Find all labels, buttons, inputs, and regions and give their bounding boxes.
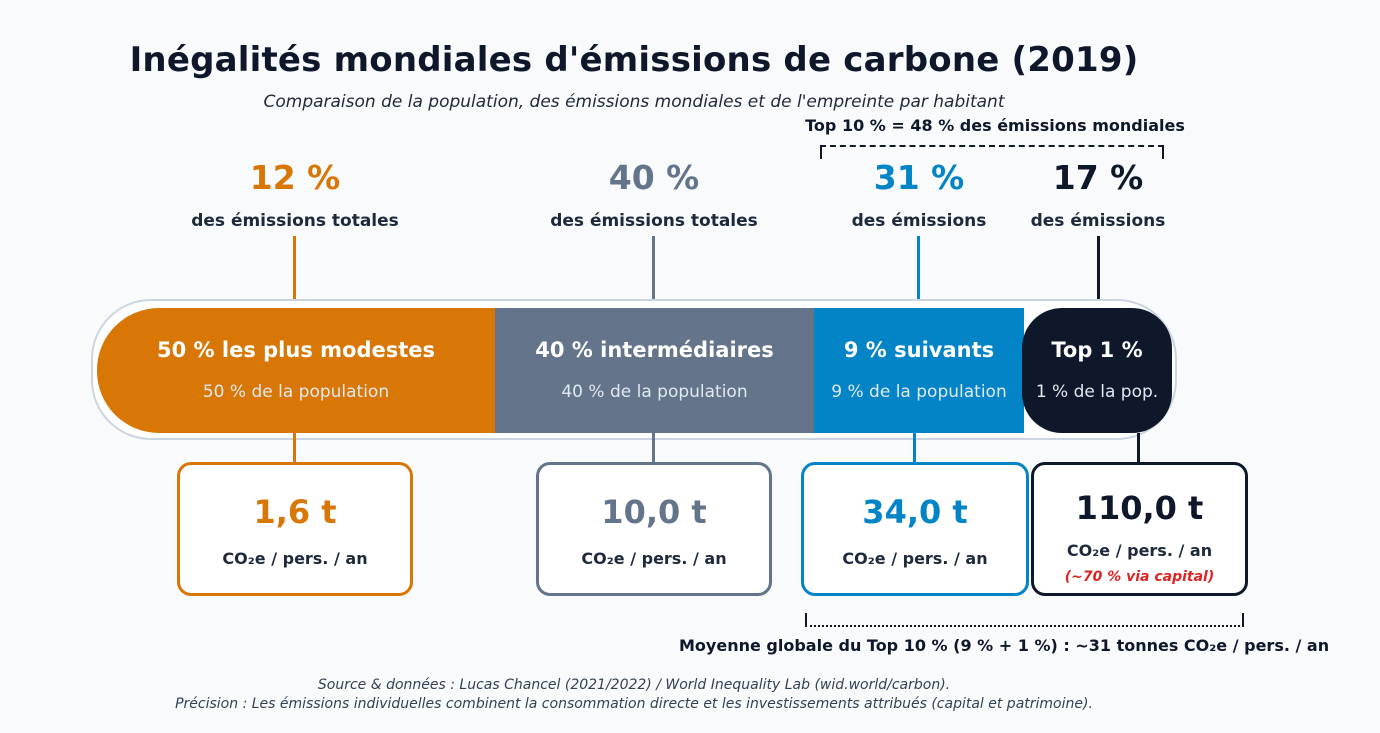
top10-bracket (820, 145, 1164, 159)
lower-connector-middle40 (652, 433, 655, 465)
segment-population-top1: 1 % de la pop. (1035, 382, 1159, 402)
per-capita-value-middle40: 10,0 t (601, 493, 707, 531)
emission-pct-top1: 17 % (1052, 158, 1144, 197)
per-capita-value-next9: 34,0 t (862, 493, 968, 531)
per-capita-unit-top1: CO₂e / pers. / an (1066, 541, 1213, 560)
source-note: Source & données : Lucas Chancel (2021/2… (317, 677, 951, 693)
page-subtitle: Comparaison de la population, des émissi… (263, 92, 1005, 112)
emission-pct-middle40: 40 % (608, 158, 700, 197)
per-capita-card-middle40: 10,0 t CO₂e / pers. / an (536, 462, 772, 596)
connector-line-next9 (917, 236, 920, 304)
segment-population-middle40: 40 % de la population (561, 382, 748, 402)
emission-label-next9: des émissions (851, 211, 987, 231)
precision-note: Précision : Les émissions individuelles … (175, 696, 1093, 712)
per-capita-card-bottom50: 1,6 t CO₂e / pers. / an (177, 462, 413, 596)
segment-title-bottom50: 50 % les plus modestes (157, 338, 435, 362)
emission-label-middle40: des émissions totales (550, 211, 758, 231)
segment-top1: Top 1 % 1 % de la pop. (1022, 308, 1172, 433)
per-capita-card-top1: 110,0 t CO₂e / pers. / an (~70 % via cap… (1031, 462, 1248, 596)
lower-connector-top1 (1137, 433, 1140, 465)
segment-population-bottom50: 50 % de la population (202, 382, 390, 402)
lower-connector-next9 (913, 433, 916, 465)
per-capita-unit-middle40: CO₂e / pers. / an (581, 549, 727, 568)
lower-connector-bottom50 (293, 433, 296, 465)
per-capita-unit-next9: CO₂e / pers. / an (842, 549, 988, 568)
emission-pct-next9: 31 % (873, 158, 965, 197)
per-capita-value-top1: 110,0 t (1075, 489, 1204, 527)
segment-title-top1: Top 1 % (1051, 338, 1143, 362)
connector-line-top1 (1097, 236, 1100, 304)
segment-title-middle40: 40 % intermédiaires (535, 338, 774, 362)
per-capita-value-bottom50: 1,6 t (253, 493, 337, 531)
segment-title-next9: 9 % suivants (843, 338, 995, 362)
segment-next9: 9 % suivants 9 % de la population (814, 308, 1024, 433)
segment-bottom50: 50 % les plus modestes 50 % de la popula… (97, 308, 495, 433)
page-title: Inégalités mondiales d'émissions de carb… (129, 40, 1139, 80)
emission-pct-bottom50: 12 % (249, 158, 341, 197)
top10-average-bracket (805, 613, 1244, 627)
top10-bracket-label: Top 10 % = 48 % des émissions mondiales (805, 116, 1185, 135)
connector-line-bottom50 (293, 236, 296, 304)
per-capita-card-next9: 34,0 t CO₂e / pers. / an (801, 462, 1029, 596)
capital-note-top1: (~70 % via capital) (1064, 569, 1215, 585)
emission-label-top1: des émissions (1030, 211, 1166, 231)
connector-line-middle40 (652, 236, 655, 304)
segment-middle40: 40 % intermédiaires 40 % de la populatio… (495, 308, 814, 433)
emission-label-bottom50: des émissions totales (191, 211, 399, 231)
top10-average-label: Moyenne globale du Top 10 % (9 % + 1 %) … (679, 636, 1330, 655)
per-capita-unit-bottom50: CO₂e / pers. / an (222, 549, 368, 568)
segment-population-next9: 9 % de la population (831, 382, 1007, 402)
